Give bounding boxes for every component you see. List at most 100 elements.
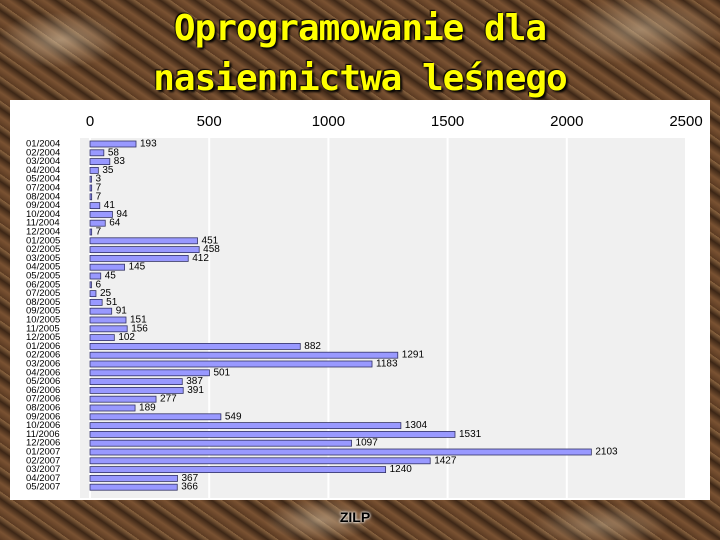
category-label: 11/2004 — [26, 218, 60, 229]
bar — [89, 193, 93, 201]
category-label: 02/2006 — [26, 350, 60, 361]
value-label: 41 — [104, 200, 116, 211]
x-tick-label: 1000 — [312, 113, 345, 130]
category-label: 05/2007 — [26, 482, 60, 493]
gridlines — [89, 138, 687, 498]
value-label: 83 — [114, 156, 126, 167]
bar — [89, 211, 113, 218]
bar — [89, 378, 183, 386]
value-label: 151 — [130, 315, 147, 326]
bar — [89, 219, 106, 227]
category-label: 09/2004 — [26, 200, 60, 211]
bar — [89, 316, 127, 324]
category-label: 04/2007 — [26, 473, 60, 484]
category-label: 02/2007 — [26, 455, 60, 466]
plot-area — [80, 138, 686, 498]
x-tick-label: 2500 — [669, 113, 702, 130]
bar — [89, 439, 352, 447]
bar — [89, 228, 93, 236]
value-label: 412 — [192, 253, 209, 264]
category-label: 08/2006 — [26, 403, 60, 414]
bar — [89, 149, 105, 157]
bar — [89, 298, 103, 306]
value-label: 35 — [102, 165, 114, 176]
bar — [89, 386, 184, 394]
bar — [89, 290, 97, 298]
value-label: 51 — [106, 297, 118, 308]
footer-label: ZILP — [339, 509, 371, 525]
category-label: 05/2006 — [26, 376, 60, 387]
category-label: 07/2004 — [26, 183, 60, 194]
category-label: 07/2006 — [26, 394, 60, 405]
bar-chart: 0 500 1000 1500 2000 2500 01/200402/200403/20… — [26, 113, 703, 498]
bar — [89, 395, 157, 403]
bar — [89, 342, 301, 350]
value-label: 45 — [105, 271, 117, 282]
category-label: 08/2004 — [26, 191, 60, 202]
category-label: 06/2006 — [26, 385, 60, 396]
category-label: 11/2006 — [26, 429, 60, 440]
value-label: 3 — [96, 174, 102, 185]
value-label: 549 — [225, 411, 242, 422]
category-label: 03/2005 — [26, 253, 60, 264]
x-tick-label: 1500 — [431, 113, 464, 130]
bar — [89, 263, 125, 271]
bar — [89, 325, 128, 333]
value-label: 25 — [100, 288, 112, 299]
value-label: 102 — [118, 332, 135, 343]
slide-title-line-1: Oprogramowanie dla — [173, 8, 547, 49]
bar — [89, 413, 222, 421]
category-label: 06/2005 — [26, 279, 60, 290]
value-label: 6 — [96, 279, 102, 290]
x-axis-ticks: 0 500 1000 1500 2000 2500 — [86, 113, 703, 130]
category-label: 11/2005 — [26, 323, 60, 334]
category-label: 07/2005 — [26, 288, 60, 299]
bars — [89, 140, 592, 491]
value-label: 145 — [129, 262, 146, 273]
value-label: 391 — [187, 385, 204, 396]
x-tick-label: 0 — [86, 113, 94, 130]
bar — [89, 237, 198, 245]
bar — [89, 246, 200, 254]
value-label: 501 — [213, 367, 230, 378]
bar — [89, 307, 113, 315]
bar — [89, 281, 92, 289]
category-label: 12/2004 — [26, 227, 60, 238]
value-label: 7 — [96, 191, 102, 202]
value-label: 451 — [202, 235, 219, 246]
category-label: 10/2005 — [26, 315, 60, 326]
value-label: 458 — [203, 244, 220, 255]
value-label: 58 — [108, 147, 120, 158]
value-label: 189 — [139, 403, 156, 414]
bar — [89, 448, 592, 456]
bar — [89, 483, 178, 491]
value-label: 1097 — [356, 438, 379, 449]
value-label: 64 — [109, 218, 121, 229]
slide-title-line-2: nasiennictwa leśnego — [153, 58, 567, 99]
value-label: 1304 — [405, 420, 428, 431]
value-label: 156 — [131, 323, 148, 334]
bar — [89, 272, 102, 280]
x-tick-label: 2000 — [550, 113, 583, 130]
bar — [89, 422, 402, 430]
bar — [89, 457, 431, 465]
value-label: 366 — [181, 482, 198, 493]
value-label: 7 — [96, 183, 102, 194]
value-label: 193 — [140, 139, 157, 150]
value-label: 882 — [304, 341, 321, 352]
category-label: 12/2005 — [26, 332, 60, 343]
category-label: 12/2006 — [26, 438, 60, 449]
bar — [89, 404, 136, 412]
bar — [89, 430, 456, 438]
value-label: 2103 — [595, 447, 618, 458]
category-label: 03/2006 — [26, 359, 60, 370]
value-label: 367 — [181, 473, 198, 484]
bar — [89, 334, 115, 342]
bar — [89, 167, 99, 174]
value-label: 1531 — [459, 429, 482, 440]
bar — [89, 369, 210, 377]
category-label: 03/2007 — [26, 464, 60, 475]
bar — [89, 202, 101, 209]
slide-title: Oprogramowanie dla nasiennictwa leśnego — [0, 4, 720, 104]
category-label: 04/2004 — [26, 165, 60, 176]
